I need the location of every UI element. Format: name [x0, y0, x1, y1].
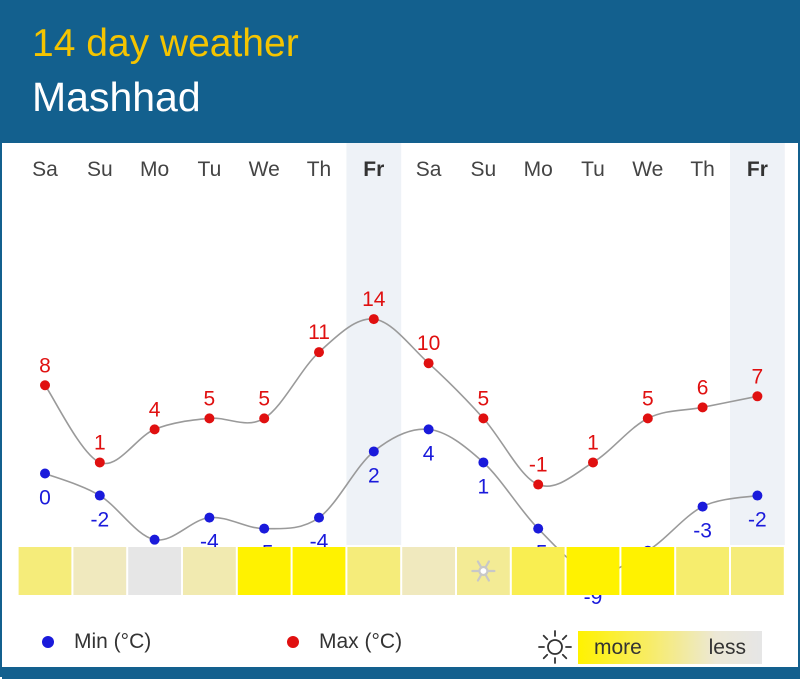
min-value-label: -2 — [90, 509, 109, 532]
min-point — [94, 490, 105, 501]
sunshine-cell — [18, 547, 72, 595]
day-label: Sa — [416, 158, 442, 181]
day-labels: Sa Su Mo Tu We Th Fr Sa Su Mo Tu We Th Fr — [32, 158, 768, 181]
day-label: Tu — [198, 158, 222, 181]
day-label: Mo — [140, 158, 169, 181]
sunshine-cell — [731, 547, 784, 595]
max-value-label: 5 — [478, 387, 490, 410]
max-point — [533, 479, 544, 490]
day-label: Th — [690, 158, 715, 181]
max-value-label: 5 — [204, 387, 216, 410]
max-point — [259, 413, 270, 424]
day-label: Th — [307, 158, 332, 181]
max-point — [478, 413, 489, 424]
sunshine-less-label: less — [708, 636, 746, 659]
legend-min: Min (°C) — [42, 630, 151, 654]
min-dot-icon — [42, 636, 54, 648]
sunshine-cell — [402, 547, 455, 595]
sunshine-cell — [347, 547, 401, 595]
max-dot-icon — [287, 636, 299, 648]
max-point — [697, 402, 708, 413]
sunshine-cell — [621, 547, 675, 595]
city-name: Mashhad — [32, 74, 201, 120]
max-point — [642, 413, 653, 424]
day-label: We — [249, 158, 280, 181]
highlight-column — [730, 143, 785, 545]
min-point — [697, 501, 708, 512]
max-point — [314, 347, 324, 358]
max-value-label: 1 — [587, 431, 599, 454]
min-value-label: 4 — [423, 442, 435, 465]
sunshine-cell — [73, 547, 127, 595]
sun-icon — [538, 630, 572, 664]
sunshine-cells — [18, 547, 784, 595]
max-point — [94, 457, 105, 468]
day-label: We — [632, 158, 663, 181]
day-label: Sa — [32, 158, 58, 181]
max-point — [204, 413, 215, 424]
day-label: Tu — [581, 158, 605, 181]
min-value-label: 0 — [39, 487, 51, 510]
highlight-column — [346, 143, 402, 545]
min-value-label: 2 — [368, 464, 380, 487]
max-value-label: 14 — [362, 288, 386, 311]
bottom-bar — [2, 667, 800, 679]
max-value-label: 5 — [258, 387, 270, 410]
min-point — [533, 523, 544, 534]
min-value-label: -3 — [693, 520, 712, 543]
page-title: 14 day weather — [32, 22, 299, 65]
sunshine-cell — [237, 547, 291, 595]
day-label: Su — [87, 158, 113, 181]
legend-max-label: Max (°C) — [319, 630, 403, 653]
sunshine-cell — [292, 547, 346, 595]
min-point — [423, 424, 434, 435]
max-value-label: -1 — [529, 454, 548, 477]
max-point — [752, 391, 763, 402]
sunshine-cell — [511, 547, 565, 595]
min-point — [752, 490, 763, 501]
max-point — [368, 314, 379, 325]
min-point — [259, 523, 270, 534]
max-value-label: 1 — [94, 431, 106, 454]
max-point — [423, 358, 434, 369]
max-point — [588, 457, 598, 468]
max-value-label: 7 — [752, 365, 764, 388]
max-value-label: 8 — [39, 354, 51, 377]
min-point — [478, 457, 489, 468]
day-label: Fr — [363, 158, 384, 181]
min-point — [40, 468, 50, 479]
max-value-label: 4 — [149, 398, 161, 421]
header: 14 day weather Mashhad — [2, 2, 800, 143]
max-point — [40, 380, 50, 391]
snowflake-icon — [471, 560, 496, 582]
highlight-columns — [346, 143, 785, 545]
min-point — [368, 446, 379, 457]
min-value-label: -2 — [748, 509, 767, 532]
max-point — [149, 424, 160, 435]
max-value-label: 11 — [308, 321, 330, 344]
max-value-label: 5 — [642, 387, 654, 410]
sunshine-scale: more less — [578, 631, 762, 664]
min-point — [314, 512, 324, 523]
min-point — [204, 512, 215, 523]
max-value-label: 6 — [697, 376, 709, 399]
sunshine-cell — [676, 547, 729, 595]
day-label: Fr — [747, 158, 768, 181]
series-lines — [44, 318, 758, 575]
sunshine-more-label: more — [594, 636, 642, 659]
day-label: Mo — [524, 158, 553, 181]
legend: Min (°C) Max (°C) more less — [2, 622, 800, 666]
sunshine-cell — [128, 547, 181, 595]
min-point — [149, 534, 160, 545]
max-value-label: 10 — [417, 332, 440, 355]
day-label: Su — [471, 158, 497, 181]
weather-chart: Sa Su Mo Tu We Th Fr Sa Su Mo Tu We Th Fr 814 5 5111410… — [18, 143, 785, 609]
legend-min-label: Min (°C) — [74, 630, 152, 653]
sunshine-cell — [566, 547, 620, 595]
min-value-label: 1 — [478, 475, 490, 498]
sunshine-cell — [183, 547, 236, 595]
legend-max: Max (°C) — [287, 630, 402, 654]
